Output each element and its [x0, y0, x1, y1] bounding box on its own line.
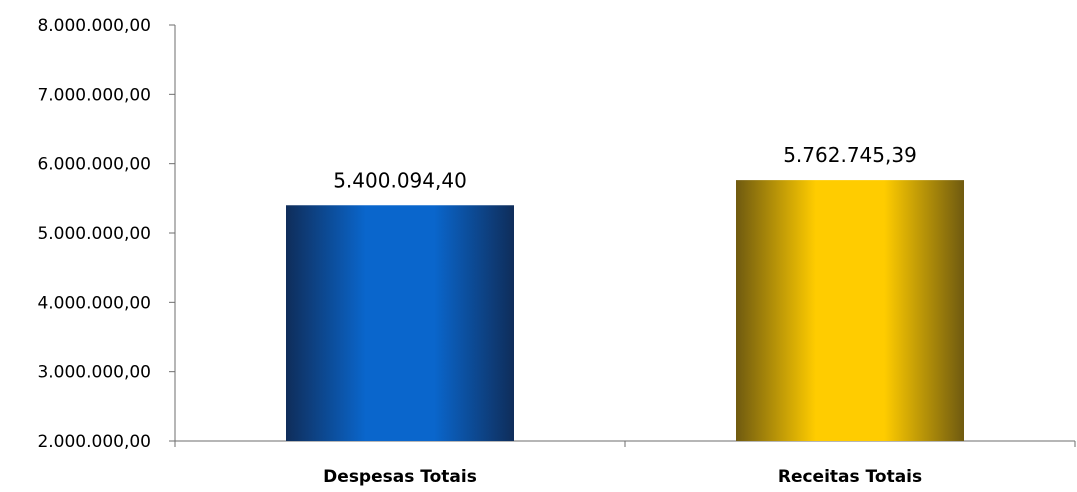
y-tick-label: 8.000.000,00: [37, 16, 151, 36]
y-tick-label: 6.000.000,00: [37, 155, 151, 175]
y-tick-label: 3.000.000,00: [37, 363, 151, 383]
chart-bars: [286, 180, 964, 441]
data-label: 5.762.745,39: [783, 143, 917, 167]
y-tick-label: 7.000.000,00: [37, 85, 151, 105]
y-tick-label: 2.000.000,00: [37, 432, 151, 452]
y-tick-label: 4.000.000,00: [37, 293, 151, 313]
y-tick-label: 5.000.000,00: [37, 224, 151, 244]
bar-receitas-totais: [736, 180, 964, 441]
bar-despesas-totais: [286, 205, 514, 441]
chart-labels: 2.000.000,00 3.000.000,00 4.000.000,00 5.00…: [37, 16, 922, 487]
x-category-label: Despesas Totais: [323, 467, 477, 487]
data-label: 5.400.094,40: [333, 168, 467, 192]
x-category-label: Receitas Totais: [778, 467, 922, 487]
